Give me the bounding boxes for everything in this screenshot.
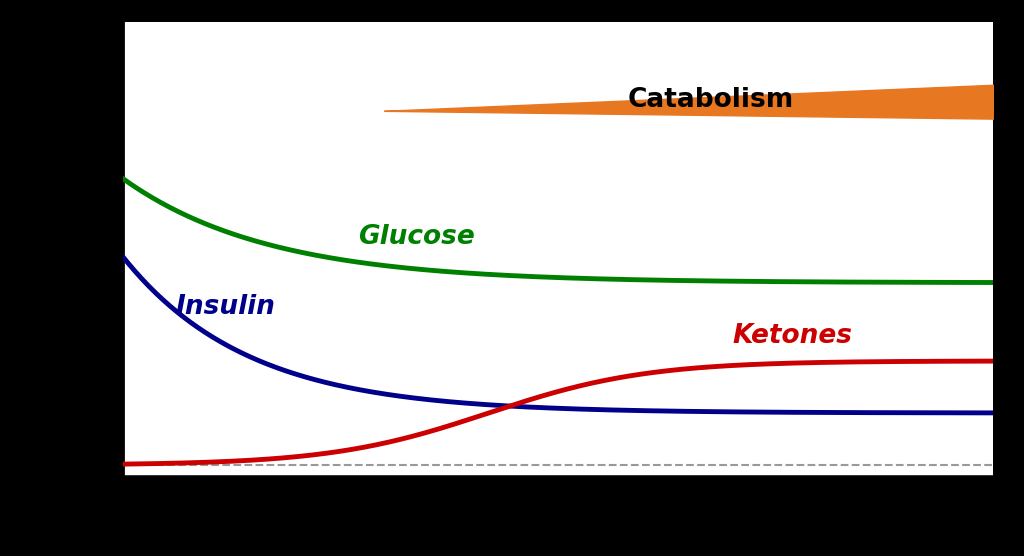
Text: Ketones: Ketones bbox=[732, 322, 852, 349]
Text: Catabolism: Catabolism bbox=[628, 87, 794, 113]
Y-axis label: Plasma concentration: Plasma concentration bbox=[55, 80, 83, 420]
Text: Glucose: Glucose bbox=[358, 224, 475, 250]
Text: Insulin: Insulin bbox=[175, 294, 275, 320]
X-axis label: Time (hours): Time (hours) bbox=[458, 489, 658, 517]
